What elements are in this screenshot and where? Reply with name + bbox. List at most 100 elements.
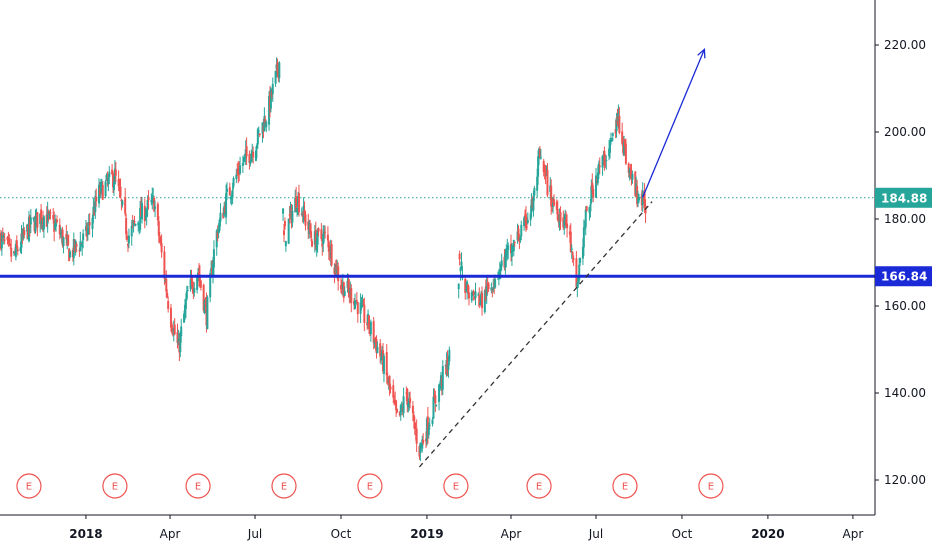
candle <box>82 229 85 249</box>
candle <box>369 319 372 342</box>
candle <box>631 170 634 184</box>
candle <box>470 289 473 303</box>
candle <box>579 257 582 266</box>
candle <box>199 280 202 291</box>
candle <box>597 160 600 179</box>
candle <box>566 214 569 238</box>
candle <box>382 353 385 383</box>
candle <box>291 204 294 228</box>
candle <box>29 208 32 233</box>
candle <box>125 213 128 240</box>
candle <box>356 301 359 323</box>
candle <box>134 223 137 227</box>
candle <box>603 146 606 171</box>
candle <box>428 417 431 430</box>
candle <box>464 275 467 300</box>
candle <box>389 383 392 394</box>
candle <box>1 227 4 242</box>
time-tick-label: Apr <box>160 527 181 541</box>
candle <box>353 293 356 310</box>
earnings-marker[interactable]: E <box>443 473 469 499</box>
earnings-marker[interactable]: E <box>698 473 724 499</box>
price-tick-label: 220.00 <box>884 38 926 52</box>
candle <box>415 419 418 453</box>
earnings-label: E <box>536 482 542 493</box>
candle <box>320 223 323 242</box>
candle <box>598 157 601 174</box>
candle <box>327 240 330 260</box>
earnings-label: E <box>112 482 118 493</box>
candle <box>324 225 327 239</box>
candle <box>385 344 388 384</box>
earnings-marker[interactable]: E <box>185 473 211 499</box>
candle <box>74 239 77 256</box>
candle <box>458 250 461 266</box>
candle <box>399 403 402 421</box>
candle <box>435 404 438 407</box>
candle <box>485 274 488 305</box>
candle <box>595 168 598 198</box>
candle <box>519 235 522 244</box>
candle <box>409 391 412 409</box>
candle <box>431 417 434 427</box>
candle <box>350 284 353 313</box>
candle <box>167 296 170 313</box>
candle <box>550 179 553 215</box>
candle <box>196 276 199 294</box>
candle <box>79 231 82 252</box>
earnings-marker[interactable]: E <box>102 473 128 499</box>
candle <box>121 199 124 208</box>
earnings-label: E <box>26 482 32 493</box>
earnings-marker[interactable]: E <box>612 473 638 499</box>
candle <box>601 155 604 176</box>
candle <box>330 240 333 267</box>
candle <box>310 223 313 242</box>
time-axis[interactable]: 2018 Apr Jul Oct 2019 Apr Jul Oct 2020 Apr <box>0 514 875 541</box>
candle <box>271 77 274 103</box>
earnings-marker[interactable]: E <box>16 473 42 499</box>
candle <box>274 70 277 87</box>
price-axis[interactable]: 220.00 200.00 180.00 160.00 140.00 120.00 <box>874 0 926 515</box>
candle <box>492 278 495 293</box>
price-tag-label: 166.84 <box>881 270 927 284</box>
projection-arrow[interactable] <box>642 47 706 198</box>
candle <box>510 243 513 266</box>
candle <box>88 213 91 235</box>
candle <box>517 225 520 242</box>
candle <box>32 217 35 222</box>
candle <box>507 242 510 260</box>
candle <box>395 399 398 417</box>
candle <box>46 201 49 233</box>
earnings-marker[interactable]: E <box>526 473 552 499</box>
candle <box>58 218 61 240</box>
candle <box>245 137 248 166</box>
candle <box>265 120 268 133</box>
candle <box>546 162 549 198</box>
candle <box>448 346 451 366</box>
time-tick-label: Apr <box>843 527 864 541</box>
candle <box>322 225 325 253</box>
candle <box>538 146 541 159</box>
price-tick-label: 180.00 <box>884 212 926 226</box>
candle <box>36 211 39 237</box>
candle <box>533 185 536 201</box>
candle <box>571 251 574 263</box>
candle <box>104 179 107 199</box>
candle <box>151 187 154 210</box>
trendline[interactable] <box>418 201 653 468</box>
candle <box>203 298 206 315</box>
candle <box>86 222 89 241</box>
candle <box>127 228 130 249</box>
candle <box>570 244 573 259</box>
candle <box>145 207 148 226</box>
earnings-marker[interactable]: E <box>271 473 297 499</box>
candle <box>20 224 23 254</box>
candle <box>23 227 26 239</box>
earnings-marker[interactable]: E <box>357 473 383 499</box>
support-price-tag: 166.84 <box>875 266 932 287</box>
candle <box>254 146 257 162</box>
candle <box>402 387 405 418</box>
candle <box>362 298 365 306</box>
